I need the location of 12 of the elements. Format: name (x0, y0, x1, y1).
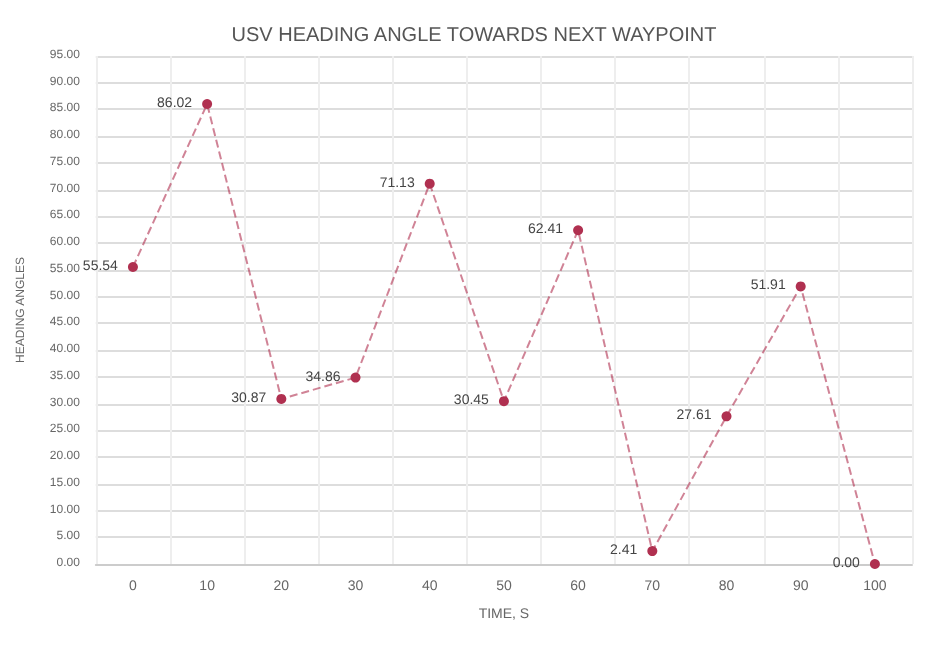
point (127, 262, 138, 272)
point (869, 559, 880, 569)
point (573, 225, 584, 236)
chart-title: USV HEADING ANGLE TOWARDS NEXT WAYPOINT (231, 25, 717, 47)
point (795, 281, 806, 292)
point (424, 178, 435, 189)
point (647, 546, 658, 557)
point (202, 99, 213, 110)
point (350, 372, 361, 383)
point (721, 411, 732, 422)
point (498, 396, 509, 407)
point (276, 393, 287, 404)
